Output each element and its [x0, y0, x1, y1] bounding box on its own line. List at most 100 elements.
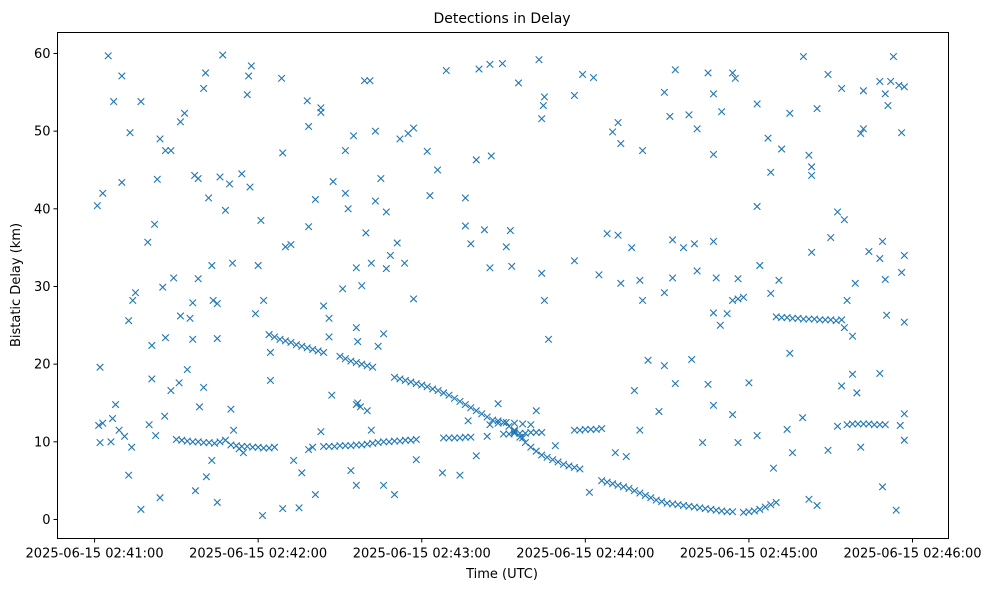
data-point: [328, 391, 336, 399]
data-point: [412, 379, 420, 388]
data-point: [510, 419, 519, 427]
data-point: [486, 60, 494, 69]
data-point: [799, 315, 808, 323]
data-point: [191, 487, 200, 495]
data-point: [660, 362, 669, 370]
data-point: [734, 438, 742, 447]
data-point: [129, 296, 137, 305]
data-point: [709, 237, 718, 246]
data-point: [409, 295, 418, 303]
data-point: [693, 125, 701, 133]
data-point: [660, 88, 669, 96]
data-point: [349, 132, 358, 140]
data-point: [895, 81, 903, 90]
data-point: [516, 429, 524, 437]
data-point: [840, 215, 849, 224]
data-point: [195, 403, 204, 411]
data-point: [287, 240, 295, 249]
data-point: [595, 271, 603, 279]
data-point: [317, 108, 325, 117]
data-point: [353, 337, 362, 346]
data-point: [608, 480, 617, 488]
data-point: [478, 410, 486, 418]
data-point: [292, 341, 301, 349]
data-point: [363, 407, 371, 415]
x-tick-label: 2025-06-15 02:41:00: [26, 547, 164, 562]
data-point: [709, 150, 718, 159]
y-axis-ticks: 0 10 20 30 40 50 60: [34, 47, 58, 528]
data-point: [514, 79, 523, 87]
data-point: [578, 70, 587, 79]
data-point: [93, 202, 101, 210]
data-point: [186, 314, 194, 323]
data-point: [159, 283, 167, 291]
data-point: [472, 452, 480, 460]
data-point: [319, 302, 328, 310]
data-point: [336, 441, 344, 450]
data-point: [319, 348, 328, 357]
data-point: [704, 69, 712, 77]
data-point: [685, 111, 693, 119]
data-point: [535, 55, 543, 64]
data-point: [900, 410, 909, 418]
data-point: [783, 425, 791, 434]
data-point: [353, 399, 362, 407]
data-point: [876, 254, 884, 263]
data-point: [704, 380, 712, 389]
data-point: [813, 501, 821, 510]
data-point: [857, 129, 865, 138]
data-point: [728, 69, 737, 77]
data-point: [538, 451, 546, 459]
data-point: [527, 443, 535, 451]
y-tick-label: 60: [34, 47, 51, 62]
data-point: [356, 403, 365, 411]
data-point: [379, 330, 388, 338]
data-point: [467, 433, 475, 441]
data-point: [887, 77, 895, 86]
data-point: [219, 51, 227, 59]
data-point: [309, 443, 317, 451]
data-point: [614, 231, 622, 239]
data-point: [506, 226, 515, 235]
data-point: [279, 149, 287, 157]
data-point: [167, 146, 175, 155]
data-point: [329, 177, 337, 186]
data-point: [502, 418, 510, 427]
data-point: [777, 145, 786, 153]
data-point: [799, 52, 808, 61]
data-point: [570, 463, 579, 472]
data-point: [311, 490, 320, 499]
data-point: [876, 369, 884, 378]
data-point: [554, 458, 562, 466]
data-point: [840, 323, 849, 332]
data-point: [363, 362, 371, 370]
data-point: [396, 375, 404, 383]
data-point: [160, 412, 169, 420]
data-point: [303, 97, 311, 105]
data-point: [521, 438, 530, 447]
data-point: [438, 469, 447, 477]
data-point: [118, 178, 126, 187]
data-point: [668, 236, 677, 244]
data-point: [540, 93, 549, 101]
data-point: [407, 378, 415, 386]
data-point: [843, 296, 851, 305]
data-point: [570, 257, 579, 265]
data-point: [652, 496, 660, 504]
y-tick-label: 40: [34, 202, 51, 217]
data-point: [716, 321, 724, 329]
data-point: [153, 175, 161, 183]
data-point: [461, 433, 470, 441]
data-point: [199, 438, 208, 447]
data-point: [807, 163, 816, 171]
data-point: [805, 315, 813, 323]
data-point: [756, 261, 764, 270]
data-point: [745, 379, 753, 387]
data-point: [857, 443, 865, 451]
x-tick-label: 2025-06-15 02:44:00: [516, 547, 654, 562]
data-point: [213, 299, 221, 308]
data-point: [538, 115, 546, 123]
data-point: [279, 504, 287, 513]
data-point: [636, 426, 644, 434]
